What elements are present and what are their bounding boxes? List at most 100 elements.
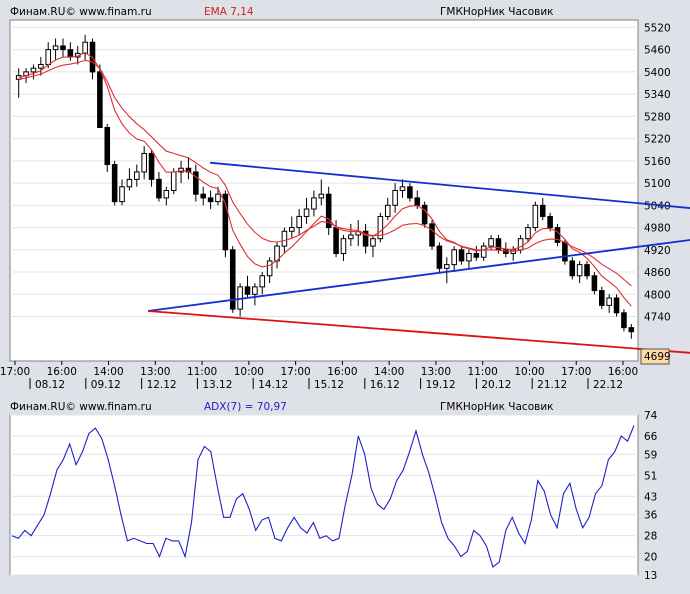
x-time-tick: 16:00 [327, 366, 357, 378]
price-y-tick: 5040 [644, 200, 671, 212]
adx-y-tick: 74 [644, 410, 658, 422]
candle-body-up [451, 249, 457, 266]
adx-header-source: Финам.RU© www.finam.ru [10, 401, 152, 413]
candle-body-up [266, 260, 273, 277]
x-time-tick: 10:00 [514, 366, 544, 378]
candle [384, 197, 391, 221]
candle [628, 323, 635, 339]
adx-y-tick: 36 [644, 510, 658, 522]
candle-body-up [163, 190, 170, 199]
candle [229, 246, 236, 313]
candle [399, 179, 406, 198]
last-price-label: 4699 [644, 351, 671, 363]
price-x-tick-labels: 17:00 16:00 14:00 13:00 11:00 10:00 17:00 16:00… [0, 361, 638, 391]
candle-body-down [222, 193, 229, 251]
x-time-tick: 14:00 [374, 366, 404, 378]
candle-body-up [399, 186, 406, 191]
candle [532, 201, 539, 232]
candle [141, 146, 147, 180]
candle-body-up [532, 204, 539, 229]
candle-body-up [318, 193, 325, 199]
candle-body-down [539, 204, 546, 217]
adx-y-tick: 51 [644, 470, 657, 482]
x-time-tick: 16:00 [608, 366, 638, 378]
candle [377, 212, 384, 243]
candle [348, 223, 354, 247]
candle [451, 246, 457, 273]
candle [30, 64, 37, 80]
candle [613, 294, 620, 317]
price-y-tick: 4860 [644, 267, 671, 279]
candle [421, 201, 428, 228]
candle-body-up [141, 152, 147, 173]
candle-body-up [311, 197, 317, 210]
candle-body-down [569, 260, 576, 277]
adx-panel [9, 414, 639, 576]
trendline-red [147, 310, 690, 354]
candle [207, 190, 214, 210]
price-header-indicator: EMA 7,14 [204, 6, 254, 18]
price-y-tick: 4800 [644, 289, 671, 301]
candle [362, 223, 369, 254]
x-date-tick: 21.12 [537, 379, 567, 391]
candle-body-down [598, 290, 605, 306]
x-time-tick: 17:00 [0, 366, 30, 378]
price-y-tick: 5220 [644, 134, 671, 146]
ema-lines [18, 51, 632, 307]
candle [38, 57, 44, 76]
candle-body-down [156, 178, 162, 199]
candle [436, 242, 443, 273]
x-date-tick: 15.12 [314, 379, 344, 391]
candle-body-up [303, 208, 310, 217]
candle-body-up [466, 253, 472, 262]
candle-body-down [104, 126, 111, 166]
candle-body-down [148, 152, 155, 180]
candle-body-down [207, 197, 214, 203]
candle-body-down [200, 193, 207, 199]
candle-body-down [407, 186, 413, 199]
candle-body-up [288, 227, 295, 232]
price-header-instrument: ГМКНорНик Часовик [440, 6, 554, 18]
candle-body-down [414, 197, 421, 206]
trendlines [147, 161, 690, 354]
candle [584, 260, 590, 280]
candle [133, 164, 140, 187]
candle-body-up [296, 215, 302, 229]
candle [126, 168, 133, 191]
price-panel [9, 19, 639, 362]
candle-body-down [436, 245, 443, 269]
candle [200, 186, 207, 206]
candle [554, 223, 561, 247]
candle [97, 64, 103, 128]
last-price-box [640, 348, 670, 365]
x-date-tick: 16.12 [370, 379, 400, 391]
candle-body-up [377, 215, 384, 240]
price-header-source: Финам.RU© www.finam.ru [10, 6, 152, 18]
x-time-tick: 10:00 [234, 366, 264, 378]
candle [82, 34, 88, 61]
x-date-tick: 12.12 [147, 379, 177, 391]
x-time-tick: 11:00 [187, 366, 217, 378]
x-date-tick: 13.12 [202, 379, 232, 391]
candle-body-down [325, 193, 332, 229]
candle-body-down [111, 164, 118, 203]
price-y-tick: 5400 [644, 67, 671, 79]
candle [392, 183, 398, 213]
candle-body-up [384, 204, 391, 217]
adx-series-line [11, 425, 635, 569]
candle [569, 257, 576, 280]
candle-body-down [229, 249, 236, 310]
candle [193, 164, 199, 202]
candle-body-down [97, 71, 103, 128]
candle-body-down [193, 171, 199, 195]
candle [606, 294, 612, 313]
candle [591, 272, 598, 295]
candle [318, 179, 325, 206]
candle [311, 190, 317, 217]
candle-body-up [517, 238, 524, 251]
candle [52, 38, 59, 61]
candle-body-up [348, 234, 354, 240]
candle [104, 123, 111, 172]
